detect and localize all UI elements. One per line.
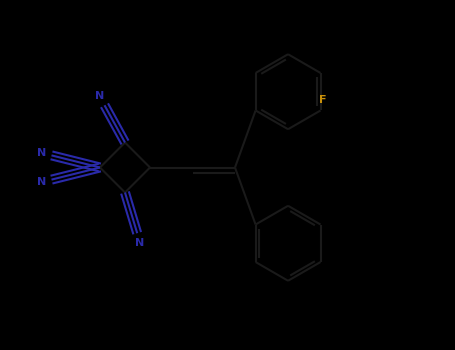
Text: N: N <box>95 91 104 102</box>
Text: N: N <box>37 148 46 158</box>
Text: F: F <box>319 96 327 105</box>
Text: N: N <box>136 238 145 248</box>
Text: N: N <box>37 177 46 187</box>
